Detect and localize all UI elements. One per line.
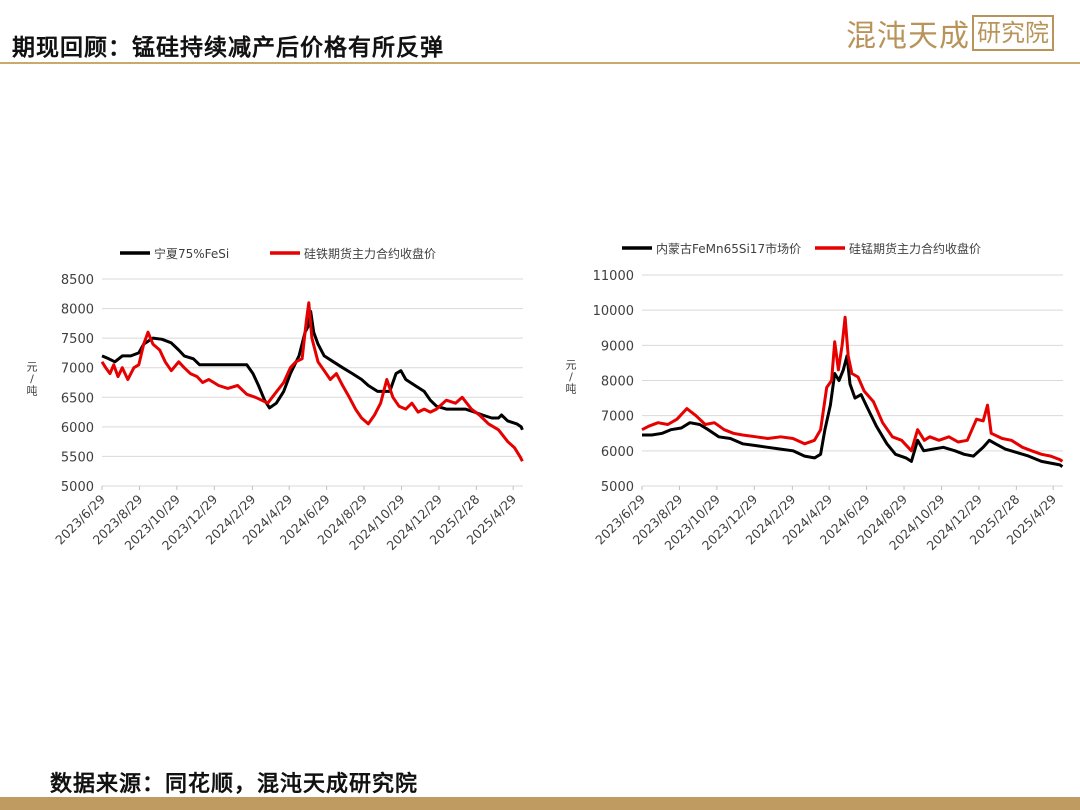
y-axis-label: 元 xyxy=(27,361,38,374)
company-logo: 混沌天成 研究院 xyxy=(846,14,1054,54)
y-tick-label: 9000 xyxy=(601,339,634,354)
header-divider xyxy=(0,62,1080,64)
y-axis-label: 吨 xyxy=(566,383,577,396)
y-tick-label: 7500 xyxy=(61,332,94,347)
silicomanganese-chart-svg: 500060007000800090001000011000元/吨2023/6/… xyxy=(566,241,1064,553)
y-axis-label: / xyxy=(569,371,573,384)
logo-box-text: 研究院 xyxy=(972,15,1054,51)
y-tick-label: 6500 xyxy=(61,391,94,406)
ferrosilicon-chart-svg: 50005500600065007000750080008500元/吨2023/… xyxy=(27,246,524,553)
y-tick-label: 8500 xyxy=(61,273,94,288)
footer-bar xyxy=(0,797,1080,810)
y-axis-label: / xyxy=(30,373,34,386)
silicomanganese-chart: 5000 6000 7000 8000 9000 10000 11000 元 / 吨 2023/6/… xyxy=(555,230,1070,575)
page-title: 期现回顾：锰硅持续减产后价格有所反弹 xyxy=(12,34,444,61)
y-tick-label: 11000 xyxy=(593,269,634,284)
y-axis-label: 元 xyxy=(566,359,577,372)
ferrosilicon-chart: 5000 5500 6000 6500 7000 7500 8000 8500 元 / 吨 2023/… xyxy=(20,230,535,575)
y-tick-label: 8000 xyxy=(61,303,94,318)
y-tick-label: 5000 xyxy=(61,480,94,495)
y-tick-label: 7000 xyxy=(61,362,94,377)
y-axis-label: 吨 xyxy=(27,385,38,398)
series-line-futures xyxy=(641,315,1064,463)
source-note: 数据来源：同花顺，混沌天成研究院 xyxy=(50,771,419,797)
legend-label: 宁夏75%FeSi xyxy=(154,246,229,261)
y-tick-label: 7000 xyxy=(601,410,634,425)
series-line-spot xyxy=(101,310,524,431)
y-tick-label: 5500 xyxy=(61,450,94,465)
legend-label: 硅锰期货主力合约收盘价 xyxy=(849,241,981,256)
y-tick-label: 6000 xyxy=(61,421,94,436)
legend-label: 硅铁期货主力合约收盘价 xyxy=(304,246,436,261)
series-line-futures xyxy=(100,301,524,462)
y-tick-label: 8000 xyxy=(601,375,634,390)
series-line-spot xyxy=(642,354,1064,468)
y-tick-label: 10000 xyxy=(593,304,634,319)
legend-label: 内蒙古FeMn65Si17市场价 xyxy=(656,241,801,256)
y-tick-label: 6000 xyxy=(601,445,634,460)
logo-main-text: 混沌天成 xyxy=(846,19,970,54)
y-tick-label: 5000 xyxy=(601,480,634,495)
